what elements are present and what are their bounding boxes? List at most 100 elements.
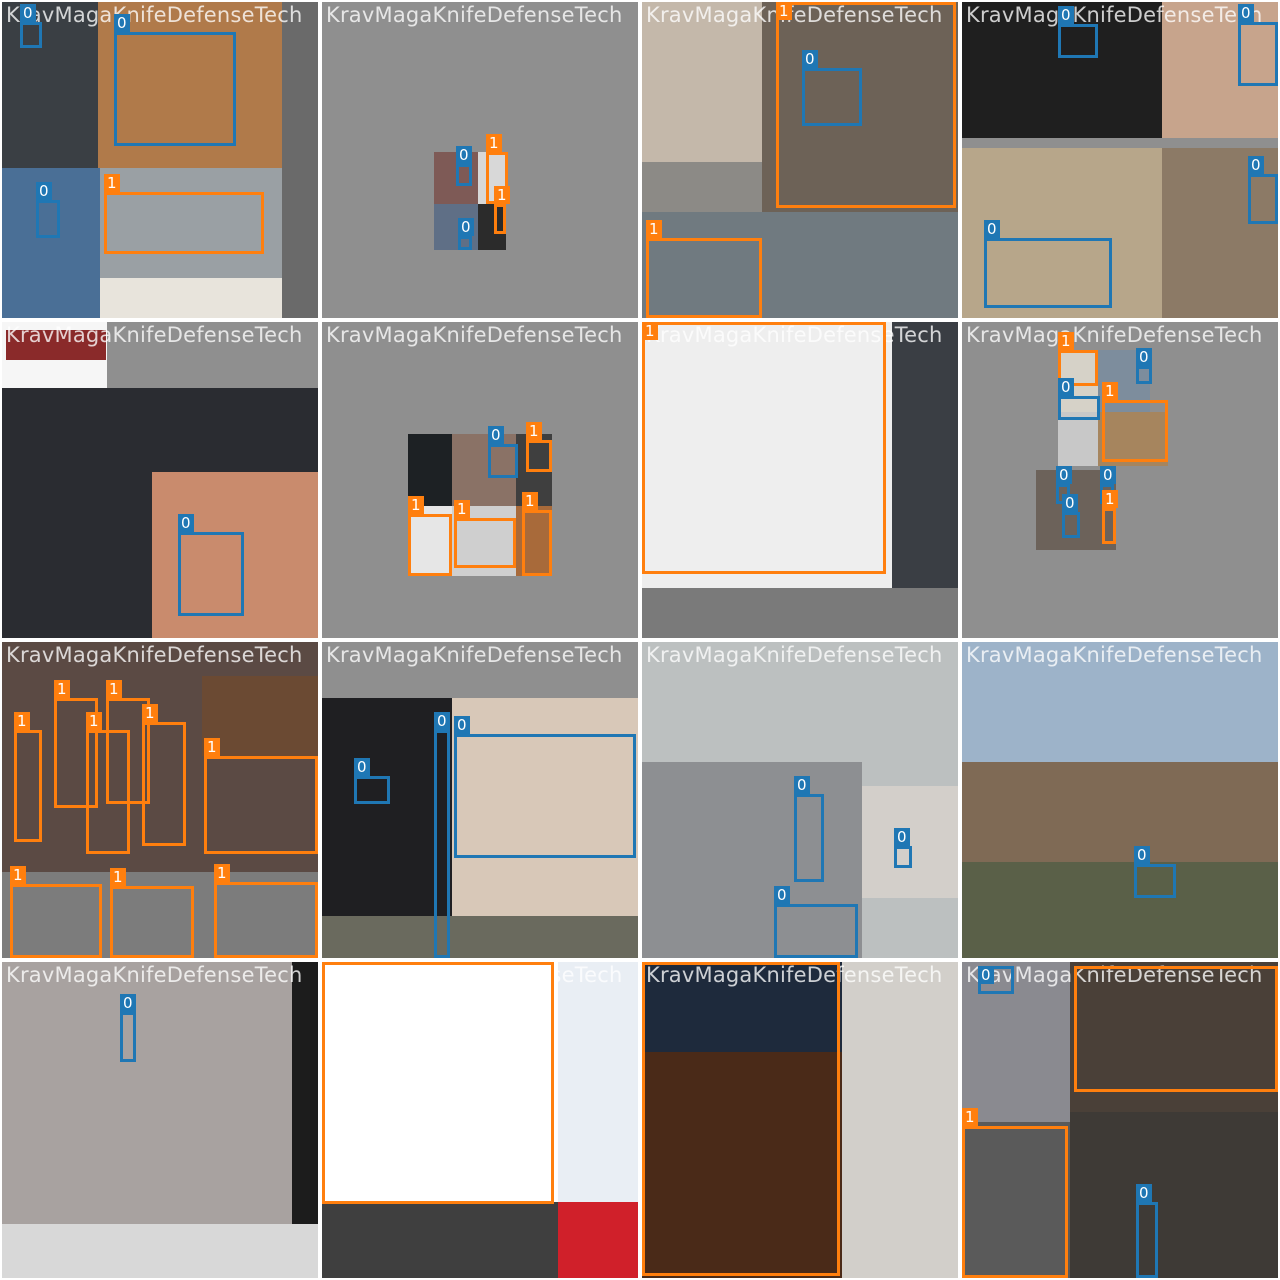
class-label: 1 (110, 868, 126, 886)
class-label: 0 (456, 146, 472, 164)
bounding-box: 0 (1136, 1184, 1158, 1278)
mosaic-tile: KravMagaKnifeDefenseTech 1 (642, 322, 958, 638)
mosaic-tile: KravMagaKnifeDefenseTech 0 1 1 1 1 (322, 322, 638, 638)
bounding-box: 0 (36, 182, 60, 238)
bounding-box: 0 (114, 14, 236, 146)
image-fragment (282, 2, 318, 318)
class-label: 0 (1058, 6, 1074, 24)
image-fragment (322, 698, 452, 916)
class-label: 0 (1062, 494, 1078, 512)
class-label: 0 (1058, 378, 1074, 396)
mosaic-tile: KravMagaKnifeDefenseTech (322, 962, 638, 1278)
watermark-text: KravMagaKnifeDefenseTech (326, 3, 623, 27)
image-fragment (962, 762, 1278, 862)
image-fragment (408, 434, 452, 506)
bounding-box: 0 (458, 218, 474, 250)
bounding-box: 1 (10, 866, 102, 958)
image-fragment (1058, 412, 1098, 466)
image-fragment (642, 322, 892, 588)
class-label: 1 (204, 738, 220, 756)
class-label: 0 (1136, 1184, 1152, 1202)
mosaic-tile: KravMagaKnifeDefenseTech 1 0 0 1 0 0 0 1 (962, 322, 1278, 638)
class-label: 1 (776, 2, 792, 20)
bounding-box: 1 (962, 1108, 1068, 1278)
mosaic-tile: KravMagaKnifeDefenseTech 0 1 1 (642, 2, 958, 318)
image-fragment (322, 916, 638, 958)
class-label: 0 (454, 716, 470, 734)
mosaic-tile: KravMagaKnifeDefenseTech 0 (2, 322, 318, 638)
mosaic-tile: KravMagaKnifeDefenseTech 0 0 0 1 (2, 2, 318, 318)
image-fragment (1070, 1112, 1278, 1278)
class-label: 0 (894, 828, 910, 846)
bounding-box: 1 (776, 2, 956, 208)
bounding-box: 1 (522, 492, 552, 576)
bounding-box: 1 (494, 186, 510, 234)
bounding-box: 1 (454, 500, 516, 568)
bounding-box: 0 (1134, 846, 1176, 898)
mosaic-tile: KravMagaKnifeDefenseTech 0 (2, 962, 318, 1278)
image-fragment (1098, 412, 1168, 466)
class-label: 1 (106, 680, 122, 698)
class-label: 1 (1102, 382, 1118, 400)
image-fragment (642, 2, 762, 162)
image-fragment (962, 862, 1278, 958)
class-label: 1 (522, 492, 538, 510)
image-fragment (322, 1202, 558, 1278)
class-label: 0 (1100, 466, 1116, 484)
bounding-box: 0 (1058, 378, 1100, 420)
mosaic-tile: KravMagaKnifeDefenseTech (642, 962, 958, 1278)
bounding-box: 0 (774, 886, 858, 958)
mosaic-tile: KravMagaKnifeDefenseTech 0 0 0 0 (962, 2, 1278, 318)
class-label: 0 (802, 50, 818, 68)
bounding-box: 0 (434, 712, 450, 958)
watermark-text: KravMagaKnifeDefenseTech (326, 323, 623, 347)
image-fragment (862, 786, 958, 898)
bounding-box: 1 (1058, 332, 1098, 386)
image-fragment (642, 588, 958, 638)
watermark-text: KravMagaKnifeDefenseTech (326, 643, 623, 667)
class-label: 1 (1102, 490, 1118, 508)
bounding-box: 1 (14, 712, 42, 842)
bounding-box (642, 962, 840, 1276)
bounding-box: 0 (794, 776, 824, 882)
class-label: 0 (1056, 466, 1072, 484)
bounding-box: 0 (120, 994, 136, 1062)
bounding-box: 1 (110, 868, 194, 958)
class-label: 0 (1248, 156, 1264, 174)
bounding-box: 0 (1062, 494, 1080, 538)
image-fragment (2, 1224, 318, 1278)
mosaic-tile: KravMagaKnifeDefenseTech 1 1 1 1 1 1 1 1 1 (2, 642, 318, 958)
image-fragment (558, 1202, 638, 1278)
image-fragment (2, 2, 98, 168)
class-label: 1 (214, 864, 230, 882)
class-label: 1 (10, 866, 26, 884)
bounding-box: 0 (20, 4, 42, 48)
class-label: 0 (434, 712, 450, 730)
class-label: 0 (36, 182, 52, 200)
image-fragment (322, 962, 558, 1202)
bounding-box: 0 (984, 220, 1112, 308)
class-label: 1 (104, 174, 120, 192)
image-fragment (292, 962, 318, 1224)
mosaic-tile: KravMagaKnifeDefenseTech 0 1 1 0 (322, 2, 638, 318)
image-fragment (202, 676, 318, 756)
image-fragment (642, 962, 842, 1052)
class-label: 1 (642, 322, 658, 340)
bounding-box: 0 (978, 966, 1014, 994)
class-label: 1 (54, 680, 70, 698)
bounding-box: 1 (54, 680, 98, 808)
bounding-box (322, 962, 554, 1204)
image-fragment (642, 762, 862, 958)
image-fragment (100, 278, 282, 318)
class-label: 0 (20, 4, 36, 22)
image-fragment (1070, 962, 1278, 1112)
class-label: 0 (178, 514, 194, 532)
class-label: 0 (978, 966, 994, 984)
image-fragment (842, 962, 958, 1278)
bounding-box: 1 (204, 738, 318, 854)
class-label: 1 (14, 712, 30, 730)
class-label: 0 (120, 994, 136, 1012)
image-fragment (962, 1122, 1070, 1278)
bounding-box: 0 (802, 50, 862, 126)
class-label: 1 (142, 704, 158, 722)
